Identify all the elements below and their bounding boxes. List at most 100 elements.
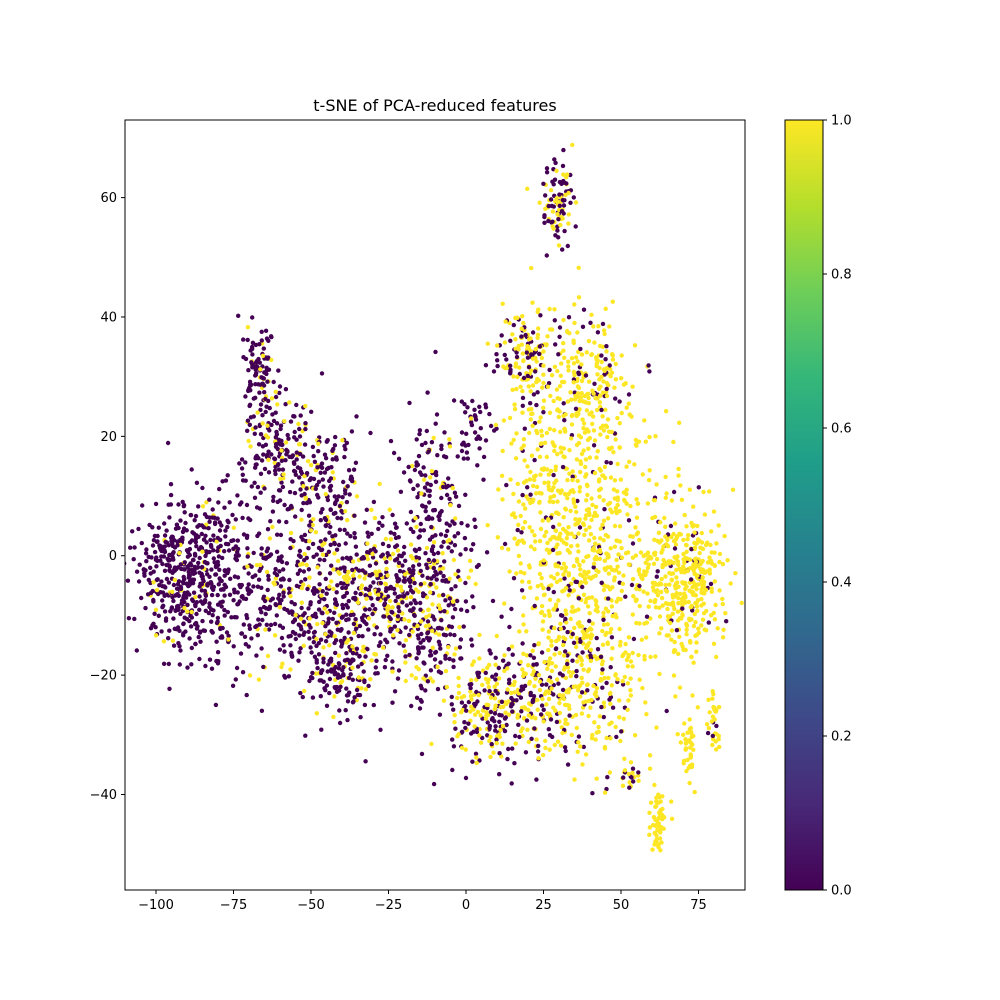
scatter-point [570, 670, 576, 675]
scatter-point [699, 540, 705, 545]
scatter-point [548, 393, 553, 399]
scatter-point [233, 677, 238, 682]
scatter-point [301, 632, 306, 637]
scatter-point [694, 640, 699, 645]
scatter-point [566, 593, 571, 598]
scatter-point [646, 477, 652, 483]
scatter-point [369, 531, 374, 536]
scatter-point [628, 693, 634, 698]
scatter-point [278, 557, 283, 562]
scatter-point [259, 585, 264, 590]
scatter-point [575, 688, 581, 693]
scatter-point [245, 418, 251, 423]
scatter-point [165, 440, 171, 446]
scatter-point [316, 607, 322, 612]
scatter-point [472, 701, 477, 707]
scatter-point [134, 569, 140, 574]
scatter-point [591, 428, 597, 433]
scatter-point [396, 605, 401, 610]
scatter-point [287, 489, 293, 495]
scatter-point [433, 421, 438, 426]
scatter-point [376, 592, 381, 597]
scatter-point [474, 564, 480, 569]
scatter-point [279, 458, 285, 463]
scatter-point [623, 641, 628, 647]
scatter-point [517, 371, 522, 377]
scatter-point [494, 681, 500, 686]
scatter-point [344, 555, 349, 560]
scatter-point [272, 456, 277, 461]
scatter-point [546, 548, 552, 553]
scatter-point [590, 791, 595, 796]
scatter-point [215, 535, 220, 541]
scatter-point [602, 790, 608, 795]
scatter-point [366, 534, 371, 539]
scatter-point [261, 604, 267, 610]
scatter-point [521, 622, 526, 627]
scatter-points [125, 142, 744, 853]
scatter-point [498, 727, 503, 733]
scatter-point [513, 361, 519, 366]
scatter-point [423, 504, 428, 510]
scatter-point [356, 675, 361, 680]
scatter-point [143, 605, 148, 611]
scatter-point [565, 661, 570, 667]
scatter-point [421, 660, 426, 665]
scatter-point [307, 622, 312, 628]
scatter-point [162, 609, 168, 614]
scatter-point [565, 629, 570, 635]
scatter-point [435, 686, 441, 692]
scatter-point [604, 680, 609, 686]
scatter-point [338, 638, 344, 644]
scatter-point [619, 353, 624, 358]
scatter-point [288, 545, 293, 551]
scatter-point [268, 622, 274, 628]
scatter-point [688, 730, 694, 736]
scatter-point [695, 598, 701, 603]
scatter-point [535, 707, 540, 712]
scatter-point [484, 710, 489, 715]
scatter-point [161, 554, 167, 559]
scatter-point [317, 557, 322, 562]
scatter-point [426, 449, 431, 454]
scatter-point [353, 590, 358, 596]
scatter-point [707, 567, 712, 572]
scatter-point [217, 528, 223, 533]
scatter-point [693, 620, 698, 625]
scatter-point [528, 492, 533, 497]
scatter-point [547, 367, 552, 373]
scatter-point [320, 477, 325, 482]
scatter-point [684, 627, 689, 632]
scatter-point [322, 557, 327, 563]
scatter-point [672, 606, 677, 612]
scatter-point [220, 587, 226, 592]
scatter-point [257, 390, 262, 395]
scatter-point [183, 591, 188, 596]
scatter-point [166, 580, 172, 585]
scatter-point [574, 668, 579, 674]
scatter-point [526, 713, 531, 718]
scatter-point [299, 605, 304, 611]
scatter-point [647, 825, 652, 830]
scatter-point [671, 489, 677, 495]
scatter-point [544, 529, 549, 535]
scatter-point [331, 567, 336, 572]
scatter-point [541, 467, 546, 472]
scatter-point [209, 666, 215, 671]
scatter-point [151, 580, 156, 585]
scatter-point [266, 627, 272, 632]
scatter-point [553, 708, 558, 713]
scatter-point [226, 520, 231, 525]
scatter-point [565, 243, 570, 249]
scatter-point [534, 596, 540, 601]
scatter-point [429, 741, 434, 747]
scatter-point [294, 437, 299, 442]
scatter-point [613, 361, 618, 367]
scatter-point [153, 501, 159, 507]
scatter-point [673, 521, 678, 526]
scatter-point [453, 572, 458, 577]
scatter-point [574, 556, 580, 562]
scatter-point [547, 612, 552, 617]
scatter-point [419, 442, 425, 448]
scatter-point [483, 670, 488, 676]
